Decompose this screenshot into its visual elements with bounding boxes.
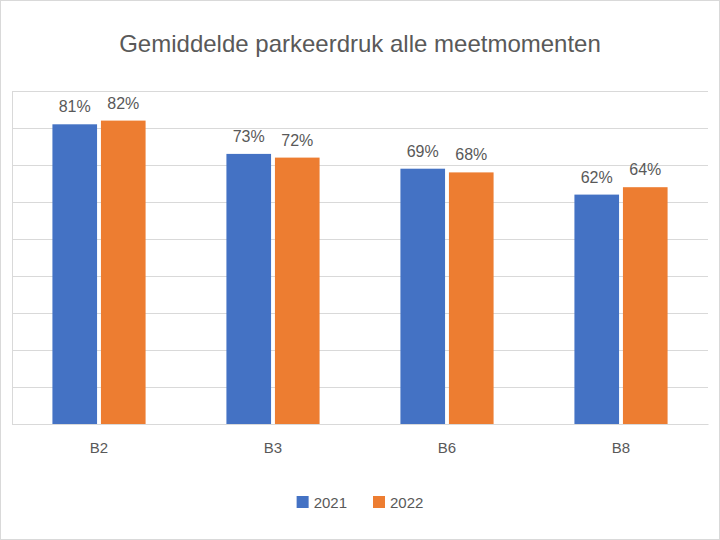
legend-item: 2022 <box>373 494 423 511</box>
bar <box>101 121 146 424</box>
y-tick <box>12 424 708 425</box>
bar <box>275 158 320 424</box>
chart-svg: Gemiddelde parkeerdruk alle meetmomenten… <box>0 0 720 540</box>
data-label: 68% <box>455 146 487 163</box>
data-label: 72% <box>281 132 313 149</box>
data-labels: 81% 73% 69% 62% 82% 72% 68% 64% <box>59 95 662 186</box>
x-axis: B2 B3 B6 B8 <box>13 424 709 456</box>
legend: 2021 2022 <box>297 494 424 511</box>
chart-frame <box>1 1 720 540</box>
bar <box>574 195 619 424</box>
data-label: 69% <box>407 143 439 160</box>
bars <box>52 121 667 424</box>
bar <box>400 169 445 424</box>
x-tick-label: B8 <box>612 439 630 456</box>
grid-line <box>12 91 708 92</box>
legend-label: 2022 <box>390 494 423 511</box>
legend-swatch <box>297 496 309 508</box>
data-label: 81% <box>59 98 91 115</box>
chart-title: Gemiddelde parkeerdruk alle meetmomenten <box>119 30 601 57</box>
y-axis <box>12 92 708 425</box>
bar <box>449 172 494 424</box>
x-tick: B2 <box>90 424 108 456</box>
legend-label: 2021 <box>314 494 347 511</box>
legend-swatch <box>373 496 385 508</box>
data-label: 73% <box>233 128 265 145</box>
y-tick <box>12 91 708 92</box>
x-tick: B8 <box>612 424 630 456</box>
bar <box>52 124 97 424</box>
x-axis-line <box>13 424 709 425</box>
plot-area: B2 B3 B6 B8 81% 73% 69% 62% 82% 72% 68% 64% <box>12 92 709 456</box>
data-label: 62% <box>581 169 613 186</box>
grid-line <box>12 424 708 425</box>
x-tick: B6 <box>438 424 456 456</box>
x-tick-label: B3 <box>264 439 282 456</box>
data-label: 64% <box>629 161 661 178</box>
x-tick-label: B2 <box>90 439 108 456</box>
x-tick-label: B6 <box>438 439 456 456</box>
legend-item: 2021 <box>297 494 347 511</box>
bar <box>623 187 668 424</box>
bar <box>226 154 271 424</box>
data-label: 82% <box>107 95 139 112</box>
x-tick: B3 <box>264 424 282 456</box>
y-axis-line <box>13 92 709 425</box>
